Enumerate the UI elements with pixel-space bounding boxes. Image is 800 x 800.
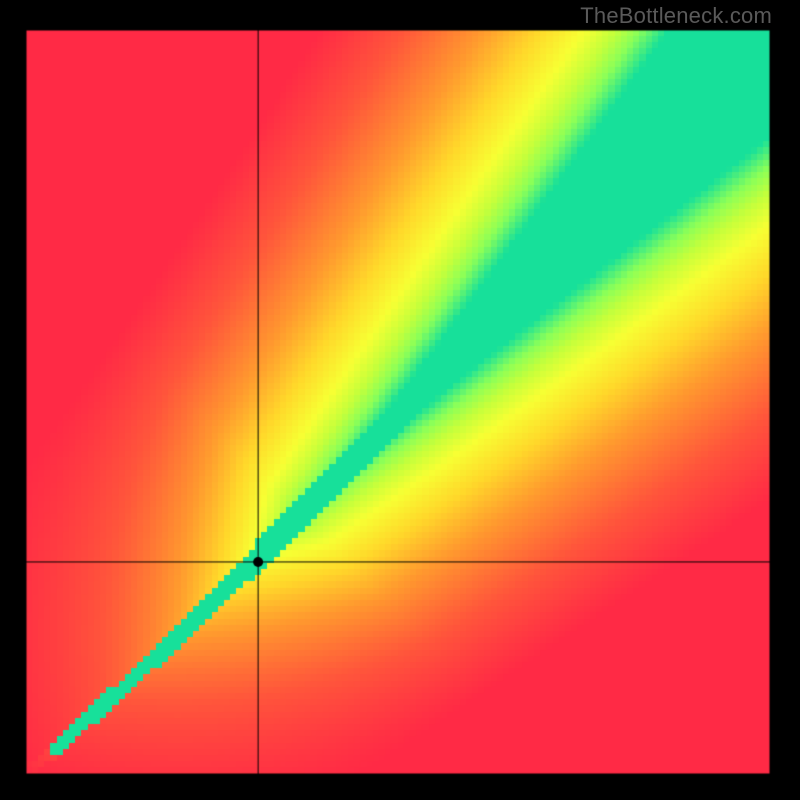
bottleneck-heatmap — [0, 0, 800, 800]
watermark-text: TheBottleneck.com — [580, 3, 772, 29]
